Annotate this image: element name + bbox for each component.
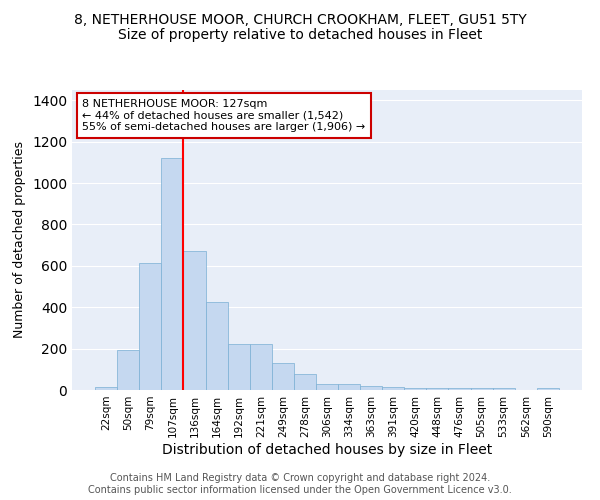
Text: 8 NETHERHOUSE MOOR: 127sqm
← 44% of detached houses are smaller (1,542)
55% of s: 8 NETHERHOUSE MOOR: 127sqm ← 44% of deta… bbox=[82, 99, 365, 132]
Bar bbox=[448, 388, 470, 390]
Bar bbox=[404, 388, 427, 390]
Bar bbox=[95, 387, 117, 390]
Bar bbox=[294, 374, 316, 390]
Bar bbox=[117, 350, 139, 390]
Bar bbox=[382, 387, 404, 390]
X-axis label: Distribution of detached houses by size in Fleet: Distribution of detached houses by size … bbox=[162, 442, 492, 456]
Bar bbox=[316, 384, 338, 390]
Y-axis label: Number of detached properties: Number of detached properties bbox=[13, 142, 26, 338]
Text: 8, NETHERHOUSE MOOR, CHURCH CROOKHAM, FLEET, GU51 5TY: 8, NETHERHOUSE MOOR, CHURCH CROOKHAM, FL… bbox=[74, 12, 526, 26]
Bar bbox=[206, 302, 227, 390]
Bar bbox=[537, 388, 559, 390]
Text: Size of property relative to detached houses in Fleet: Size of property relative to detached ho… bbox=[118, 28, 482, 42]
Bar bbox=[139, 263, 161, 390]
Bar bbox=[161, 158, 184, 390]
Bar bbox=[493, 388, 515, 390]
Bar bbox=[427, 388, 448, 390]
Bar bbox=[360, 386, 382, 390]
Bar bbox=[184, 252, 206, 390]
Bar bbox=[470, 388, 493, 390]
Bar bbox=[227, 344, 250, 390]
Text: Contains HM Land Registry data © Crown copyright and database right 2024.
Contai: Contains HM Land Registry data © Crown c… bbox=[88, 474, 512, 495]
Bar bbox=[272, 363, 294, 390]
Bar bbox=[338, 384, 360, 390]
Bar bbox=[250, 344, 272, 390]
